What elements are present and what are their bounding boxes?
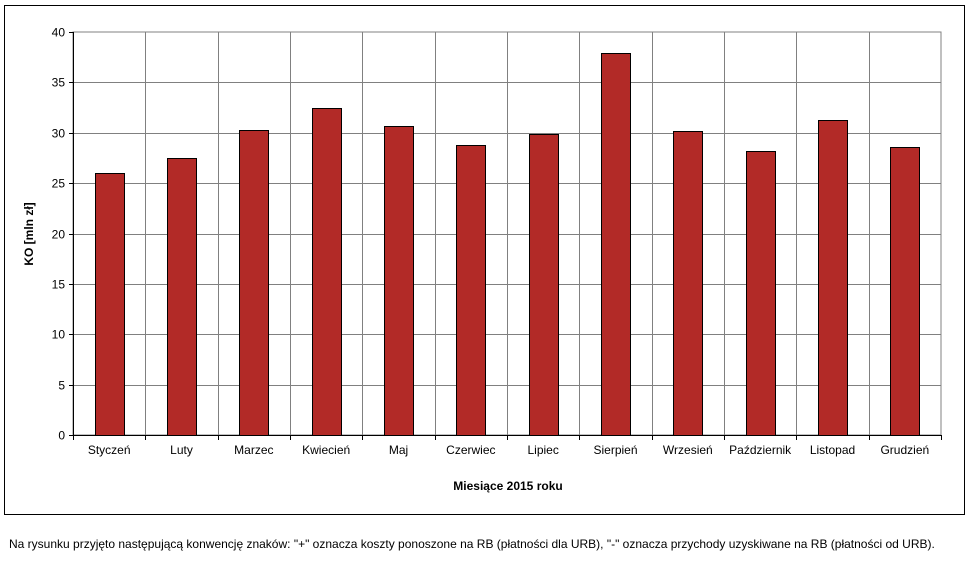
y-tick-label: 0 [58, 429, 65, 443]
x-tick-label: Czerwiec [446, 443, 495, 457]
x-tick-label: Październik [729, 443, 792, 457]
y-tick-label: 40 [52, 26, 66, 40]
grid-layer [72, 31, 942, 436]
bar-grudzień [890, 147, 920, 436]
bar-styczeń [95, 173, 125, 436]
x-axis-title: Miesiące 2015 roku [453, 479, 562, 493]
y-tick-label: 15 [52, 278, 66, 292]
y-tick-label: 25 [52, 177, 66, 191]
bar-październik [746, 151, 776, 436]
y-tick-label: 20 [52, 228, 66, 242]
y-axis-title: KO [mln zł] [22, 202, 36, 265]
y-tick-label: 10 [52, 328, 66, 342]
bar-layer [95, 53, 920, 436]
y-tick-label: 35 [52, 76, 66, 90]
bar-wrzesień [673, 131, 703, 436]
bar-chart: 0 5 10 15 20 25 30 35 40 Styczeń Luty Marzec Kwiecie… [22, 26, 942, 493]
x-tick-label: Lipiec [527, 443, 558, 457]
x-tick-label: Grudzień [880, 443, 929, 457]
x-tick-label: Marzec [234, 443, 273, 457]
bar-sierpień [601, 53, 631, 436]
x-tick-label: Luty [170, 443, 193, 457]
bar-luty [167, 158, 197, 436]
x-tick-label: Kwiecień [302, 443, 350, 457]
bar-czerwiec [456, 145, 486, 436]
bar-maj [384, 126, 414, 436]
y-tick-label: 30 [52, 127, 66, 141]
label-layer: 0 5 10 15 20 25 30 35 40 Styczeń Luty Marzec Kwiecie… [52, 26, 930, 458]
x-tick-label: Wrzesień [663, 443, 713, 457]
axis-layer [69, 32, 942, 440]
x-tick-label: Maj [389, 443, 408, 457]
bar-kwiecień [312, 108, 342, 436]
bar-listopad [818, 120, 848, 436]
figure-caption: Na rysunku przyjęto następującą konwencj… [9, 537, 935, 551]
x-tick-label: Styczeń [88, 443, 131, 457]
bar-marzec [239, 130, 269, 436]
bar-lipiec [529, 134, 559, 436]
x-tick-label: Listopad [810, 443, 855, 457]
x-tick-label: Sierpień [593, 443, 637, 457]
y-tick-label: 5 [58, 379, 65, 393]
